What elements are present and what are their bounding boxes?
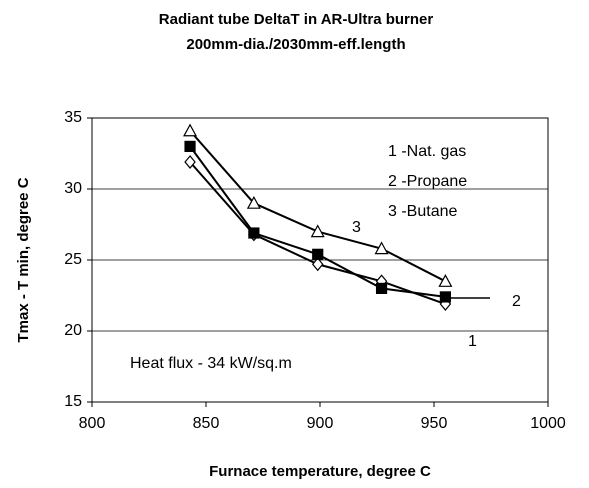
annotation: Heat flux - 34 kW/sq.m xyxy=(130,355,292,372)
x-tick-label: 800 xyxy=(79,415,106,432)
marker xyxy=(184,155,196,169)
y-axis-label: Tmax - T min, degree C xyxy=(15,177,32,342)
x-tick-label: 950 xyxy=(421,415,448,432)
y-tick-label: 30 xyxy=(64,180,82,197)
marker xyxy=(439,291,451,303)
marker xyxy=(438,274,453,287)
marker xyxy=(248,227,260,239)
marker xyxy=(310,224,325,238)
x-tick-label: 850 xyxy=(193,415,220,432)
chart-subtitle: 200mm-dia./2030mm-eff.length xyxy=(186,36,405,53)
legend-label: 2 -Propane xyxy=(388,173,467,190)
marker xyxy=(246,195,261,209)
marker xyxy=(312,248,324,260)
annotation: 3 xyxy=(352,219,361,236)
annotation: 2 xyxy=(512,293,521,310)
annotation: 1 xyxy=(468,333,477,350)
x-tick-label: 1000 xyxy=(530,415,566,432)
legend-label: 1 -Nat. gas xyxy=(388,143,466,160)
marker xyxy=(374,241,389,255)
marker xyxy=(311,257,324,272)
y-tick-label: 25 xyxy=(64,251,82,268)
marker xyxy=(184,140,196,152)
y-tick-label: 35 xyxy=(64,109,82,126)
x-tick-label: 900 xyxy=(307,415,334,432)
marker xyxy=(375,282,388,294)
y-tick-label: 15 xyxy=(64,393,82,410)
chart-title: Radiant tube DeltaT in AR-Ultra burner xyxy=(159,11,434,28)
y-tick-label: 20 xyxy=(64,322,82,339)
marker xyxy=(183,123,198,137)
plot-frame xyxy=(91,117,549,403)
series-line xyxy=(189,145,446,298)
legend-label: 3 -Butane xyxy=(388,203,457,220)
x-axis-label: Furnace temperature, degree C xyxy=(209,463,431,480)
